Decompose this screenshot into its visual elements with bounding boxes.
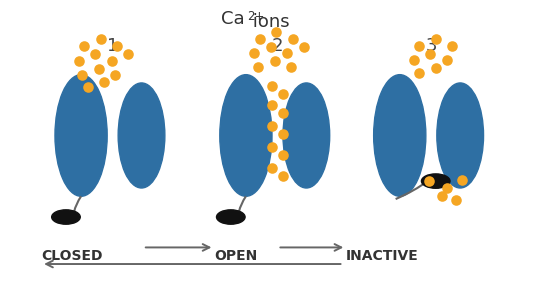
Point <box>442 58 451 62</box>
Point <box>107 59 116 63</box>
Point <box>283 51 292 55</box>
Point <box>272 30 281 34</box>
Point <box>448 43 457 48</box>
Point <box>124 52 133 56</box>
Point <box>415 43 423 48</box>
Ellipse shape <box>55 75 107 196</box>
Point <box>431 36 440 41</box>
Point <box>270 59 279 63</box>
Ellipse shape <box>118 83 165 188</box>
Circle shape <box>216 210 245 224</box>
Point <box>83 85 92 89</box>
Point <box>113 43 122 48</box>
Text: 2+: 2+ <box>248 10 265 23</box>
Point <box>279 153 287 158</box>
Point <box>300 45 309 49</box>
Point <box>410 58 418 62</box>
Point <box>255 36 264 41</box>
Ellipse shape <box>374 75 426 196</box>
Point <box>254 65 263 69</box>
Point <box>279 92 287 96</box>
Point <box>78 72 87 77</box>
Ellipse shape <box>283 83 330 188</box>
Point <box>415 71 423 76</box>
Point <box>266 45 275 49</box>
Text: ions: ions <box>248 13 290 31</box>
Point <box>452 198 461 203</box>
Text: INACTIVE: INACTIVE <box>346 249 419 263</box>
Ellipse shape <box>220 75 272 196</box>
Point <box>96 36 105 41</box>
Circle shape <box>421 174 450 188</box>
Point <box>279 174 287 179</box>
Text: OPEN: OPEN <box>214 249 258 263</box>
Text: CLOSED: CLOSED <box>41 249 103 263</box>
Point <box>438 194 447 199</box>
Point <box>94 66 103 71</box>
Text: 1: 1 <box>107 37 118 55</box>
Point <box>424 179 433 183</box>
Text: Ca: Ca <box>221 10 245 28</box>
Point <box>111 72 120 77</box>
Point <box>289 36 297 41</box>
Circle shape <box>52 210 80 224</box>
Point <box>90 52 99 56</box>
Point <box>457 177 466 182</box>
Text: 2: 2 <box>272 37 283 55</box>
Point <box>431 65 440 70</box>
Point <box>100 79 109 84</box>
Point <box>250 51 259 55</box>
Point <box>426 52 435 56</box>
Point <box>279 132 287 136</box>
Point <box>268 83 276 88</box>
Point <box>80 43 89 48</box>
Text: 3: 3 <box>426 37 437 55</box>
Point <box>268 145 276 149</box>
Point <box>268 124 276 128</box>
Point <box>268 103 276 107</box>
Point <box>287 65 296 69</box>
Point <box>74 59 83 63</box>
Point <box>442 186 451 190</box>
Point <box>268 166 276 170</box>
Ellipse shape <box>437 83 483 188</box>
Point <box>279 111 287 116</box>
